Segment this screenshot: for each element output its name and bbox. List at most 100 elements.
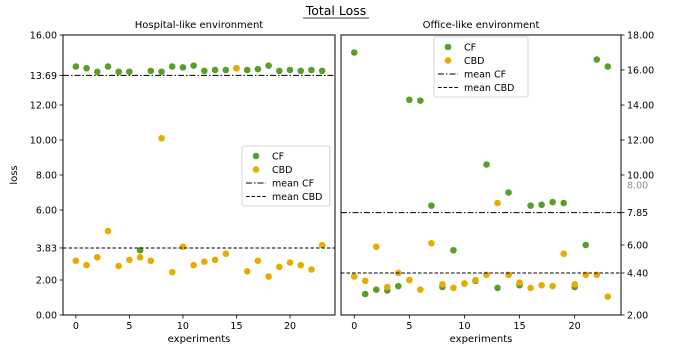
y-tick-label: 16.00 bbox=[30, 31, 57, 42]
cf-point bbox=[560, 199, 567, 207]
cbd-point bbox=[483, 271, 490, 279]
cf-point bbox=[190, 62, 197, 69]
cf-point bbox=[538, 201, 545, 209]
cbd-point bbox=[147, 257, 155, 265]
legend-label: mean CBD bbox=[272, 192, 322, 203]
cbd-point bbox=[254, 257, 262, 265]
cf-point bbox=[136, 246, 144, 254]
cbd-point bbox=[126, 256, 133, 264]
cbd-point bbox=[428, 239, 435, 247]
cbd-point bbox=[527, 284, 534, 292]
cbd-point bbox=[222, 250, 230, 258]
cbd-point bbox=[406, 276, 413, 284]
cf-point bbox=[179, 64, 187, 71]
cbd-point bbox=[211, 256, 219, 264]
cbd-point bbox=[286, 259, 294, 266]
y-tick-label: 8.00 bbox=[36, 171, 57, 182]
x-tick-label: 0 bbox=[73, 321, 79, 332]
cbd-point bbox=[538, 281, 545, 289]
cf-point bbox=[158, 68, 165, 76]
chart-title: Hospital-like environment bbox=[135, 20, 263, 31]
legend-label: CF bbox=[272, 152, 284, 163]
cf-point bbox=[243, 66, 251, 74]
cbd-point bbox=[372, 243, 380, 251]
x-axis-label: experiments bbox=[450, 334, 513, 345]
ghost-tick-label: 8.00 bbox=[627, 181, 648, 192]
y-tick-label: 0.00 bbox=[36, 311, 57, 322]
cf-point bbox=[83, 64, 90, 72]
x-tick-label: 5 bbox=[406, 321, 412, 332]
cbd-point bbox=[593, 271, 601, 279]
cbd-point bbox=[168, 268, 176, 276]
cbd-point bbox=[516, 279, 523, 286]
cf-point bbox=[276, 67, 283, 75]
x-tick-label: 10 bbox=[458, 321, 470, 332]
legend: CF CBD mean CF mean CBD bbox=[433, 36, 529, 98]
cbd-point bbox=[571, 281, 579, 288]
legend-label: mean CBD bbox=[464, 83, 514, 94]
y-tick-label: 3.83 bbox=[36, 243, 57, 254]
y-tick-label: 12.00 bbox=[627, 136, 654, 147]
legend-label: CBD bbox=[464, 56, 484, 67]
cf-point bbox=[350, 49, 358, 56]
cbd-point bbox=[383, 283, 391, 291]
cf-point bbox=[527, 202, 534, 209]
x-tick-label: 20 bbox=[284, 321, 296, 332]
cbd-point bbox=[361, 277, 369, 285]
cf-point bbox=[450, 246, 457, 254]
cf-point bbox=[308, 66, 315, 74]
y-tick-label: 10.00 bbox=[30, 136, 57, 147]
legend-label: CF bbox=[464, 43, 476, 54]
legend-box bbox=[433, 36, 529, 98]
y-tick-label: 2.00 bbox=[36, 276, 57, 287]
cbd-point bbox=[417, 286, 424, 293]
cbd-point bbox=[439, 281, 446, 288]
cf-point bbox=[93, 68, 101, 76]
cf-point bbox=[604, 63, 612, 70]
cf-point bbox=[254, 65, 262, 73]
cf-point bbox=[168, 63, 176, 70]
cf-point bbox=[201, 67, 208, 75]
chart-panels: Hospital-like environment 0 5 10 15 20 experim… bbox=[9, 20, 654, 345]
cbd-point bbox=[243, 267, 251, 275]
cf-point bbox=[211, 66, 219, 74]
cbd-point bbox=[201, 258, 208, 265]
cf-point bbox=[428, 202, 435, 209]
cf-point bbox=[417, 97, 424, 104]
cf-point bbox=[494, 284, 501, 292]
cbd-point bbox=[83, 261, 90, 269]
y-axis-label: loss bbox=[9, 165, 20, 184]
cbd-point bbox=[136, 253, 144, 261]
cf-point bbox=[297, 67, 305, 75]
y-tick-label: 6.00 bbox=[627, 241, 648, 252]
x-tick-label: 10 bbox=[177, 321, 189, 332]
cf-point bbox=[361, 290, 369, 298]
cbd-point bbox=[179, 243, 187, 251]
y-tick-label: 4.40 bbox=[627, 269, 648, 280]
legend-marker bbox=[444, 57, 452, 64]
cbd-point bbox=[549, 282, 556, 290]
cf-point bbox=[318, 67, 326, 75]
x-tick-label: 5 bbox=[126, 321, 132, 332]
cbd-point bbox=[505, 271, 512, 279]
y-tick-label: 14.00 bbox=[627, 101, 654, 112]
chart-panel-0: Hospital-like environment 0 5 10 15 20 experim… bbox=[9, 20, 336, 345]
cbd-point bbox=[276, 263, 283, 271]
x-tick-label: 20 bbox=[569, 321, 581, 332]
x-tick-label: 15 bbox=[230, 321, 242, 332]
y-tick-label: 12.00 bbox=[30, 101, 57, 112]
y-tick-label: 7.85 bbox=[627, 208, 648, 219]
y-tick-label: 13.69 bbox=[30, 71, 57, 82]
cf-point bbox=[395, 282, 402, 290]
cbd-point bbox=[104, 227, 112, 235]
y-tick-label: 16.00 bbox=[627, 66, 654, 77]
cbd-point bbox=[115, 262, 122, 270]
legend-box bbox=[241, 145, 331, 207]
chart-panel-1: Office-like environment 0 5 10 15 20 experimen… bbox=[340, 20, 654, 345]
cbd-point bbox=[265, 273, 272, 280]
cf-point bbox=[72, 63, 80, 70]
legend-marker bbox=[252, 152, 260, 160]
cbd-point bbox=[297, 261, 305, 269]
legend-label: mean CF bbox=[464, 70, 506, 81]
